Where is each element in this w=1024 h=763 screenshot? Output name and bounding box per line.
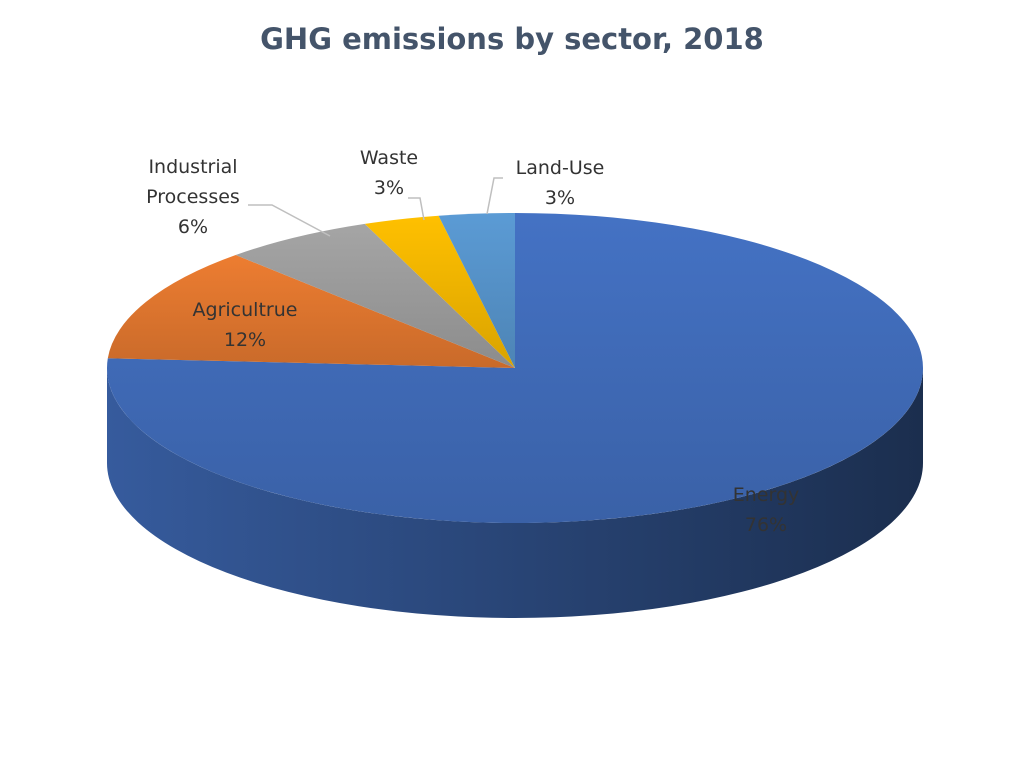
pie-slice [107,213,923,523]
chart-title: GHG emissions by sector, 2018 [260,22,764,56]
data-label: Energy 76% [701,480,831,540]
leader-line [486,177,503,215]
category-label: Waste [359,147,419,169]
data-label: Agricultrue 12% [180,295,310,355]
data-label: Waste 3% [324,143,454,203]
pie-slice [107,255,516,368]
data-label: Land-Use 3% [495,153,625,213]
category-label: Industrial Processes [146,156,240,208]
value-label: 6% [177,216,209,238]
leader-line [248,204,331,237]
value-label: 76% [744,514,788,536]
category-label: Land-Use [515,157,605,179]
category-label: Agricultrue [192,299,298,321]
data-label: Industrial Processes 6% [128,152,258,242]
value-label: 12% [223,329,267,351]
category-label: Energy [732,484,800,506]
value-label: 3% [373,177,405,199]
pie-slice [364,215,515,368]
value-label: 3% [544,187,576,209]
pie-slice-side [107,368,923,618]
pie-slice [438,213,515,368]
leader-line [408,197,425,221]
pie-slice [235,223,516,368]
